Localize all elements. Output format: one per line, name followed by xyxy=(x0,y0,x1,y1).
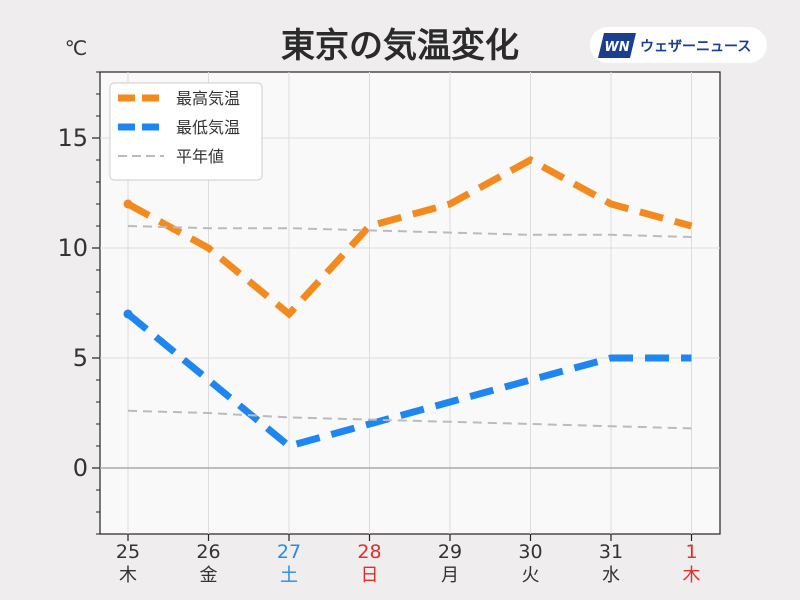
legend-label: 平年値 xyxy=(176,147,224,166)
x-tick-label-day: 26 xyxy=(196,541,220,563)
data-point xyxy=(123,309,133,319)
chart-title: 東京の気温変化 xyxy=(281,26,519,66)
series-lines xyxy=(123,156,693,450)
data-point xyxy=(123,199,133,209)
legend-label: 最高気温 xyxy=(176,89,240,108)
x-tick-label-day: 29 xyxy=(438,541,462,563)
brand-logo: WN ウェザーニュース xyxy=(590,27,767,63)
y-tick-label: 10 xyxy=(57,234,88,262)
x-tick-label-weekday: 月 xyxy=(441,565,459,586)
x-tick-label-weekday: 木 xyxy=(683,565,701,586)
brand-name: ウェザーニュース xyxy=(640,39,751,55)
x-tick-label-day: 31 xyxy=(599,541,623,563)
x-tick-label-weekday: 火 xyxy=(522,565,540,586)
x-tick-label-weekday: 日 xyxy=(361,565,379,586)
brand-logo-text: WN xyxy=(604,40,629,55)
x-tick-label-weekday: 木 xyxy=(119,565,137,586)
x-tick-label-weekday: 水 xyxy=(602,565,620,586)
y-unit-label: ℃ xyxy=(65,36,87,60)
y-tick-label: 0 xyxy=(73,454,88,482)
x-tick-label-day: 27 xyxy=(277,541,301,563)
x-tick-label-day: 30 xyxy=(518,541,542,563)
y-tick-label: 15 xyxy=(57,124,88,152)
legend-label: 最低気温 xyxy=(176,118,240,137)
x-tick-label-day: 1 xyxy=(685,541,697,563)
x-tick-label-weekday: 金 xyxy=(200,565,218,586)
series-line-3 xyxy=(127,409,692,430)
weathernews-logo-icon: WN xyxy=(598,33,636,58)
series-line-0 xyxy=(126,156,693,319)
x-tick-label-day: 28 xyxy=(357,541,381,563)
x-tick-label-day: 25 xyxy=(116,541,140,563)
series-line-1 xyxy=(125,311,692,450)
x-tick-label-weekday: 土 xyxy=(280,565,298,586)
series-line-2 xyxy=(127,225,692,238)
y-tick-label: 5 xyxy=(73,344,88,372)
